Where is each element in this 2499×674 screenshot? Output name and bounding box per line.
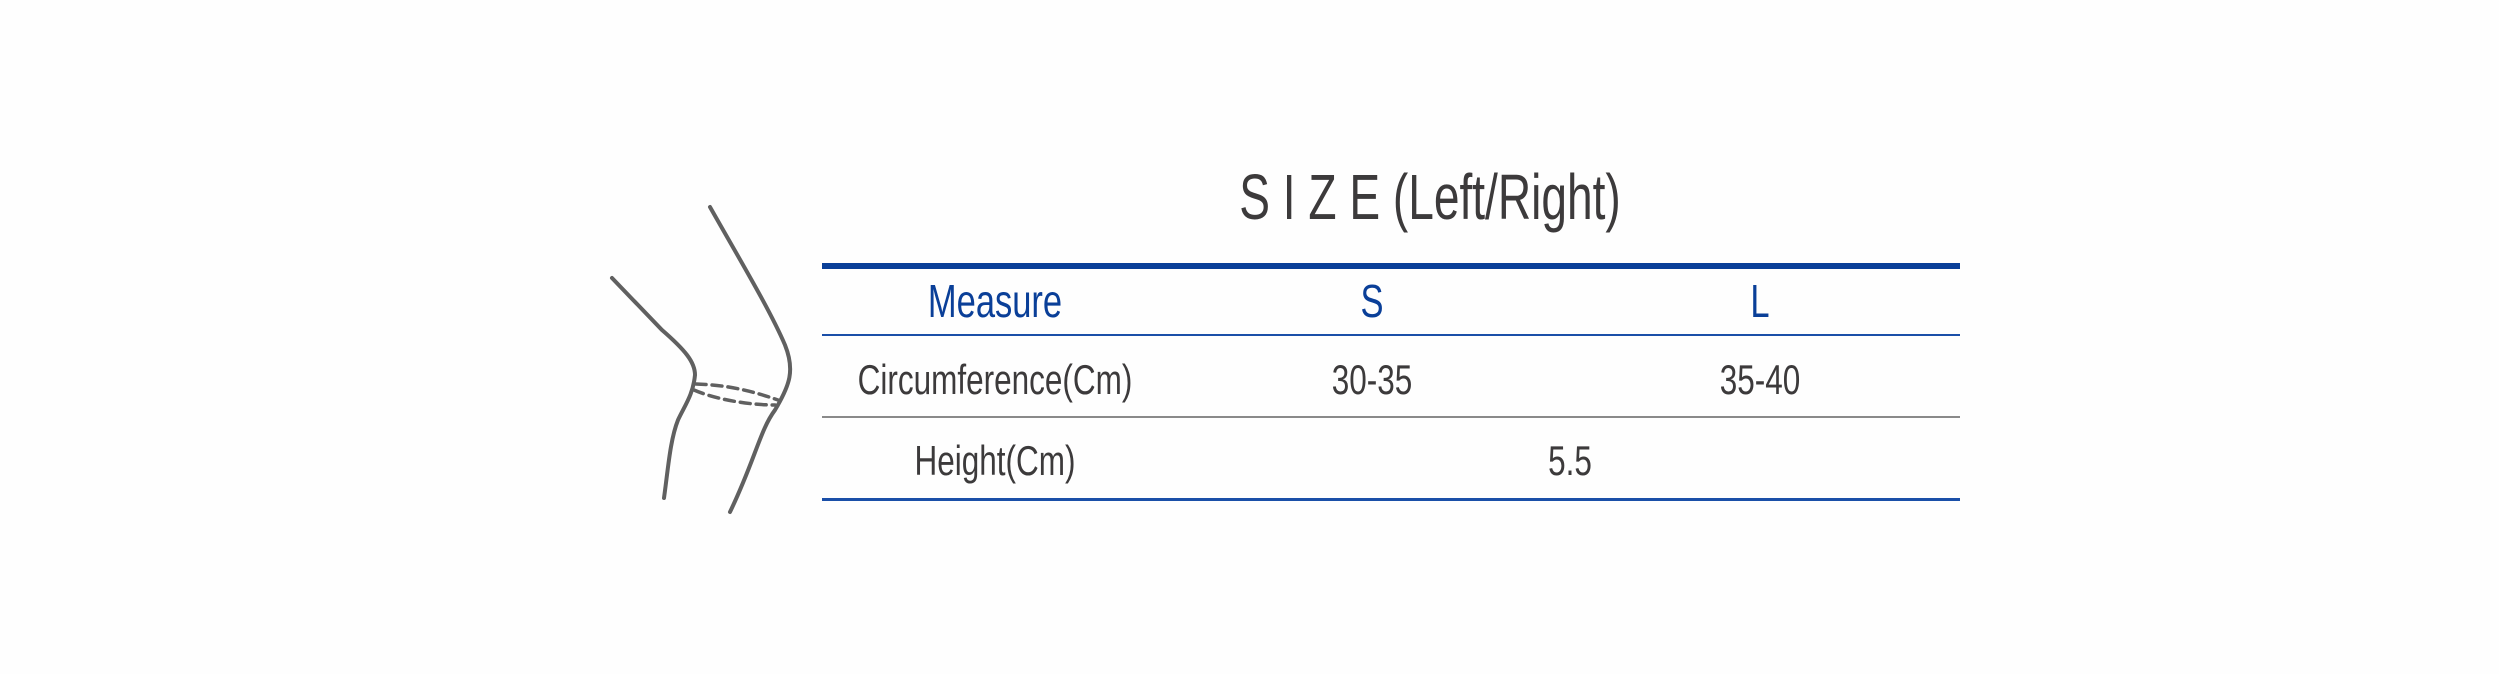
header-size-l: L — [1750, 275, 1770, 327]
header-measure: Measure — [927, 275, 1063, 327]
row-label-height: Height(Cm) — [914, 437, 1076, 484]
page-title: S I Z E (Left/Right) — [1239, 161, 1621, 233]
table-top-border — [822, 263, 1960, 269]
circumference-l-value: 35-40 — [1719, 356, 1801, 403]
row-divider — [822, 416, 1960, 418]
header-divider — [822, 334, 1960, 336]
circumference-s-value: 30-35 — [1331, 356, 1413, 403]
table-bottom-border — [822, 498, 1960, 501]
row-label-circumference: Circumference(Cm) — [857, 356, 1133, 403]
knee-outline-icon — [610, 205, 793, 514]
height-value: 5.5 — [1548, 437, 1592, 484]
header-size-s: S — [1360, 275, 1384, 327]
